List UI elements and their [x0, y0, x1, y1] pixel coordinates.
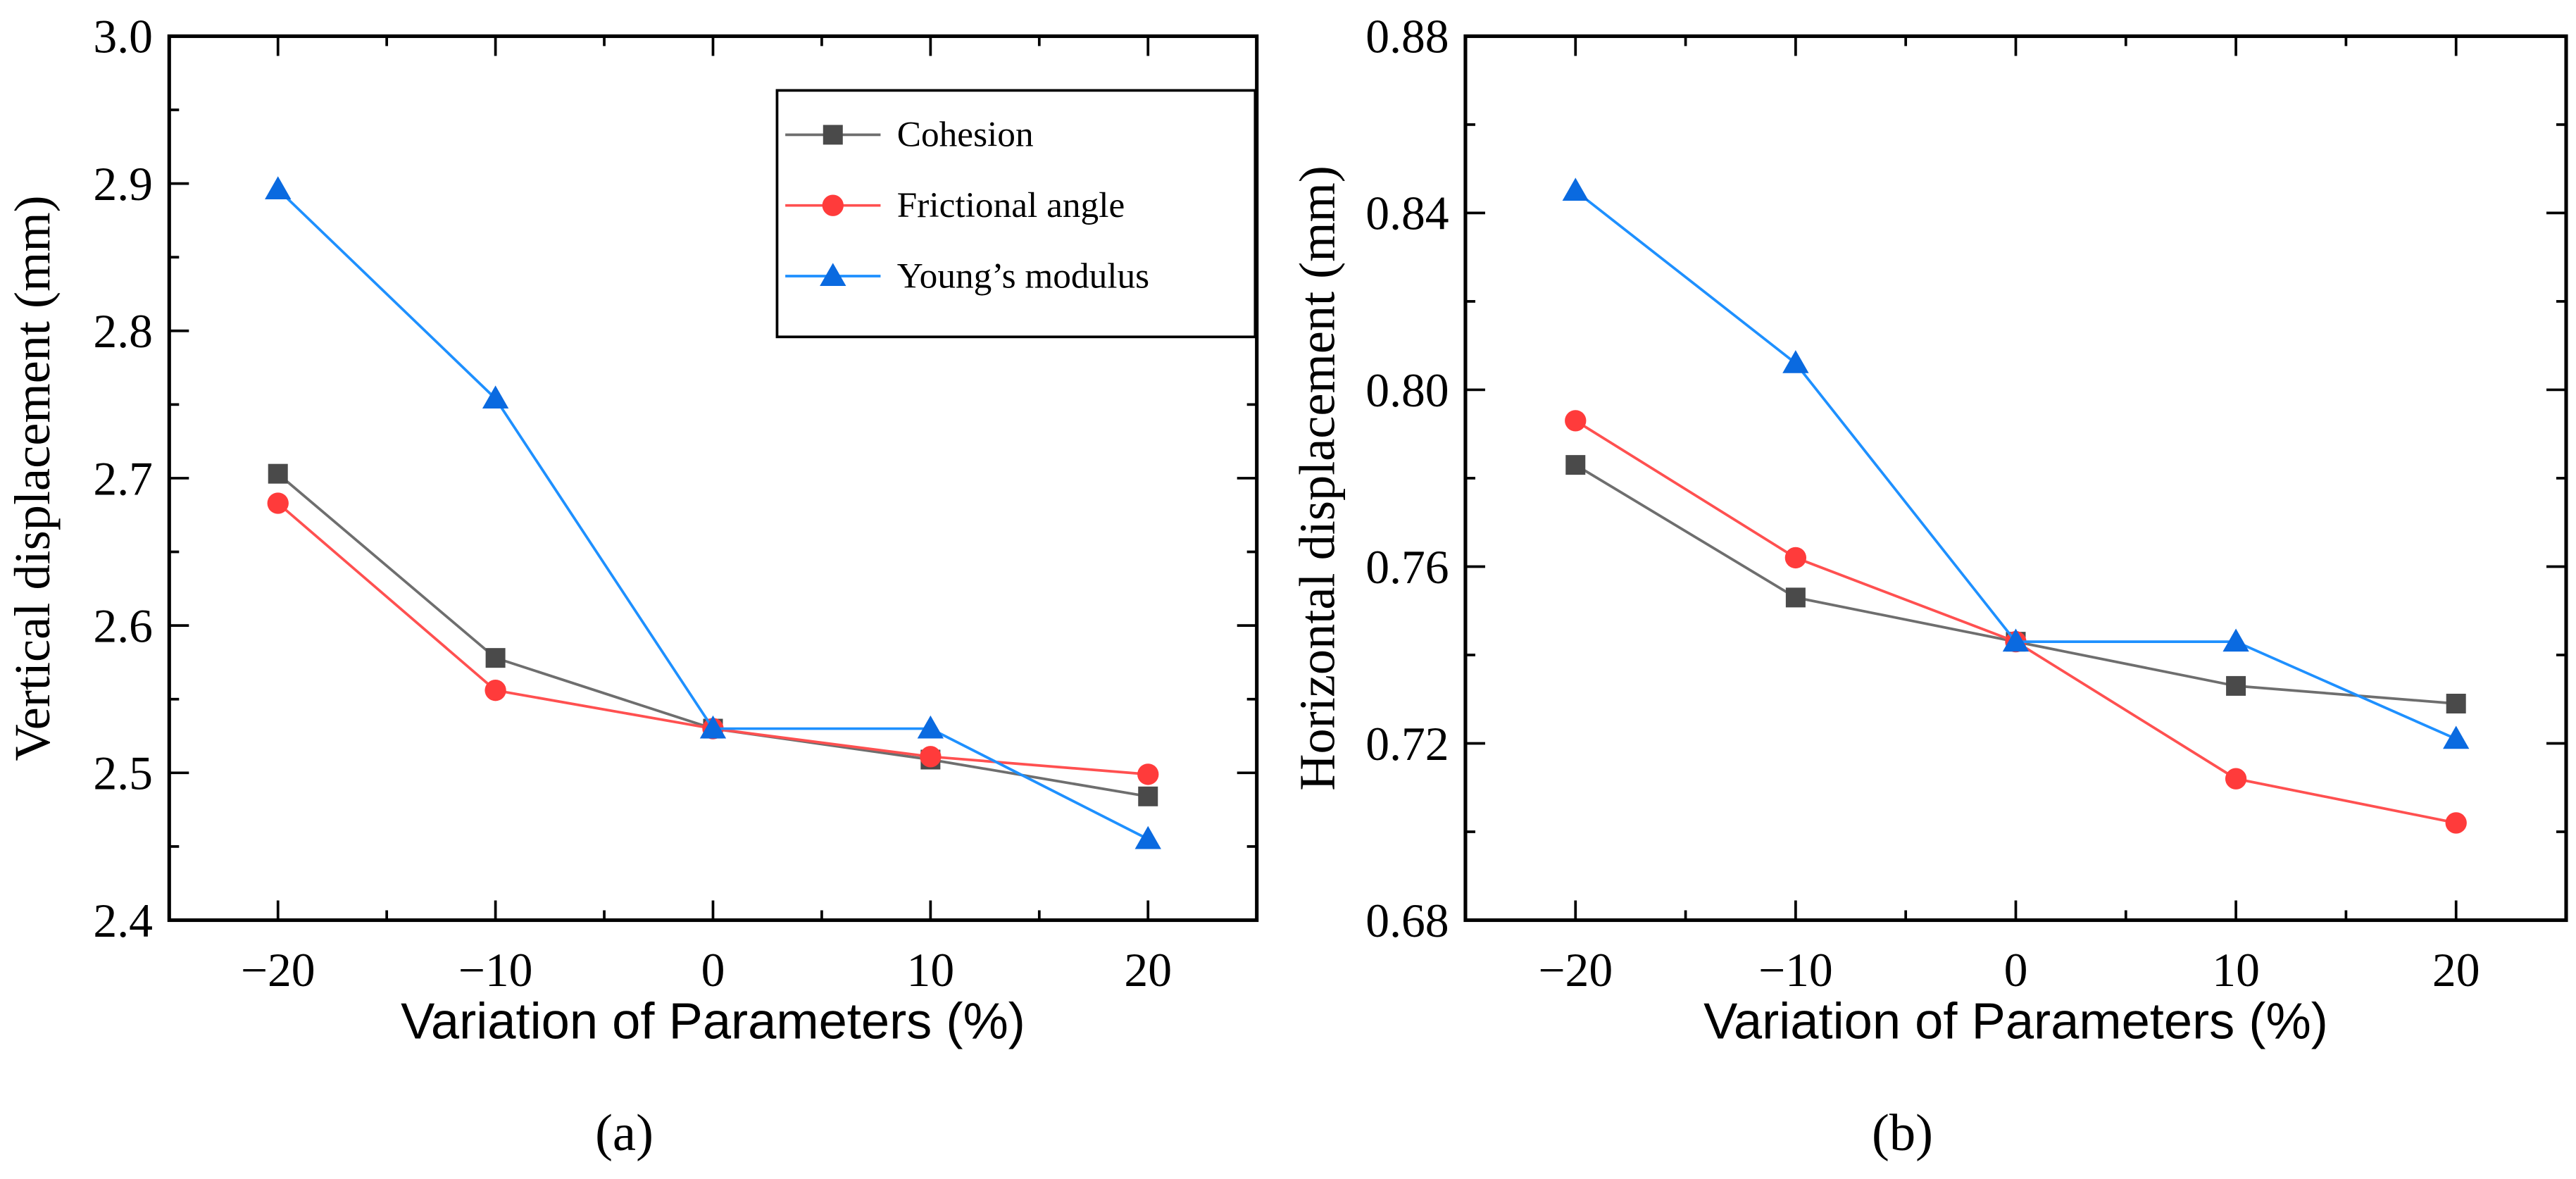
series-line — [1575, 189, 2457, 740]
y-tick-label: 0.76 — [1365, 541, 1449, 594]
y-tick-label: 0.84 — [1365, 187, 1449, 240]
data-point — [267, 492, 289, 514]
panel-label: (a) — [595, 1104, 654, 1162]
data-point — [2446, 693, 2466, 713]
legend-label: Young’s modulus — [897, 256, 1149, 296]
series-cohesion — [1565, 455, 2466, 713]
series-frictional-angle — [267, 492, 1159, 785]
legend-marker-triangle — [820, 263, 846, 286]
y-tick-label: 2.5 — [93, 747, 153, 800]
legend: Cohesion Frictional angle Young’s modulus — [775, 89, 1257, 339]
series-young-s-modulus — [1562, 177, 2470, 749]
legend-label: Cohesion — [897, 115, 1034, 155]
data-point — [699, 715, 727, 739]
y-axis-label: Vertical displacement (mm) — [4, 195, 61, 761]
y-tick-label: 0.88 — [1365, 11, 1449, 63]
x-tick-label: 0 — [701, 944, 725, 997]
series-line — [1575, 419, 2457, 825]
data-point — [1784, 547, 1807, 569]
y-tick-label: 2.9 — [93, 158, 153, 211]
data-point — [2445, 812, 2467, 834]
panel-label: (b) — [1872, 1104, 1933, 1162]
data-point — [2225, 768, 2247, 790]
series-cohesion — [268, 463, 1158, 806]
x-tick-label: −10 — [1758, 944, 1833, 997]
data-point — [484, 680, 506, 701]
data-point — [1138, 786, 1158, 806]
plot-frame — [1463, 34, 2568, 923]
data-point — [917, 715, 944, 739]
y-tick-label: 2.4 — [93, 894, 153, 947]
y-axis-label: Horizontal displacement (mm) — [1289, 166, 1345, 791]
data-point — [2222, 628, 2249, 652]
data-point — [1562, 177, 1589, 201]
data-point — [1565, 455, 1586, 475]
y-tick-label: 2.8 — [93, 305, 153, 358]
data-point — [1565, 410, 1587, 432]
data-point — [485, 648, 506, 668]
x-tick-label: 10 — [907, 944, 955, 997]
y-tick-label: 0.68 — [1365, 894, 1449, 947]
data-point — [268, 463, 288, 484]
series-frictional-angle — [1565, 410, 2467, 834]
data-point — [482, 385, 509, 408]
x-tick-label: 20 — [1124, 944, 1172, 997]
data-point — [920, 746, 942, 768]
legend-marker-circle — [822, 194, 844, 216]
legend-label: Frictional angle — [897, 185, 1125, 225]
chart-panel-b: −20 −10 0 10 20 0.68 0.72 0.76 0.80 0.84 0.88 Varia… — [1289, 11, 2568, 1162]
y-tick-label: 2.6 — [93, 599, 153, 652]
data-point — [1137, 763, 1159, 785]
x-tick-label: −20 — [1538, 944, 1613, 997]
series-line — [277, 473, 1149, 798]
y-tick-label: 0.72 — [1365, 718, 1449, 771]
data-point — [1785, 587, 1806, 608]
x-axis-label: Variation of Parameters (%) — [401, 993, 1025, 1049]
y-tick-label: 0.80 — [1365, 364, 1449, 417]
y-tick-label: 3.0 — [93, 11, 153, 63]
x-tick-label: −20 — [241, 944, 315, 997]
chart-panel-a: −20 −10 0 10 20 2.4 2.5 2.6 2.7 2.8 2.9 3.0 Variatio… — [4, 11, 1259, 1162]
data-point — [2226, 675, 2246, 696]
data-point — [1134, 825, 1161, 849]
y-tick-label: 2.7 — [93, 452, 153, 505]
series-young-s-modulus — [265, 176, 1161, 849]
legend-box — [775, 89, 1257, 339]
series-line — [1575, 463, 2456, 705]
data-point — [265, 176, 292, 199]
data-point — [2443, 725, 2470, 749]
data-point — [1782, 350, 1809, 373]
x-tick-label: 20 — [2432, 944, 2480, 997]
legend-marker-square — [823, 125, 843, 145]
x-axis-label: Variation of Parameters (%) — [1703, 993, 2328, 1049]
x-tick-label: 10 — [2212, 944, 2260, 997]
data-point — [2002, 628, 2030, 652]
x-tick-label: −10 — [458, 944, 533, 997]
x-tick-label: 0 — [2004, 944, 2028, 997]
